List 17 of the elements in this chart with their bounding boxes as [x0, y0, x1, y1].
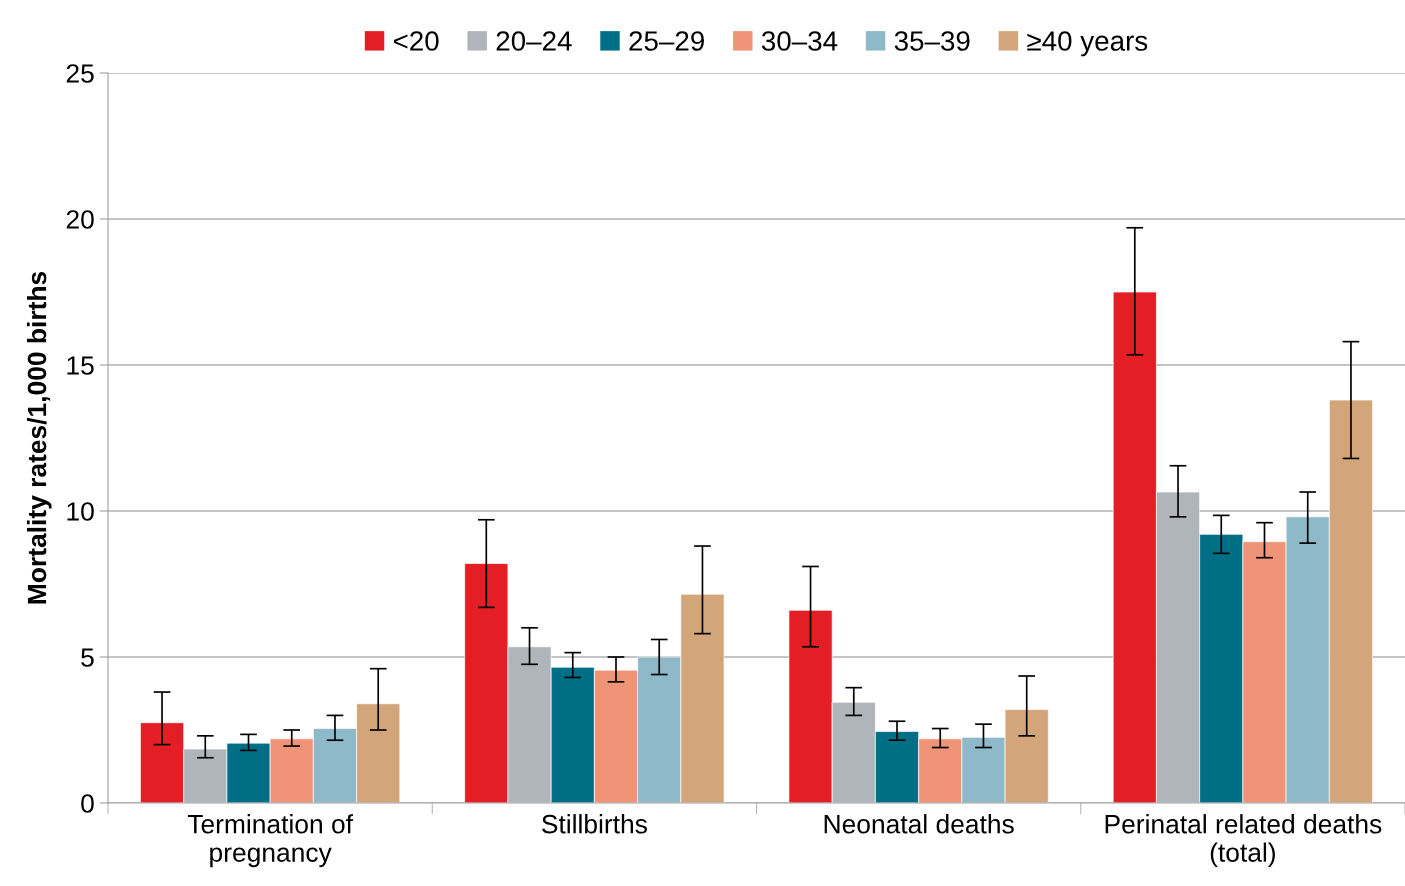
y-tick-label: 20 — [66, 210, 94, 229]
x-tick-label: Perinatal related deaths (total) — [1105, 814, 1382, 868]
legend-label: 35–39 — [894, 31, 970, 51]
legend-label: 25–29 — [629, 31, 704, 51]
y-tick-label: 10 — [67, 502, 94, 521]
legend-label: 30–34 — [761, 31, 838, 51]
legend-label: 20–24 — [496, 31, 572, 51]
y-tick-label: 25 — [66, 64, 94, 83]
x-tick-label: Stillbirths — [542, 814, 647, 834]
legend-label: ≥40 years — [1027, 31, 1148, 57]
x-tick-label: Neonatal deaths — [824, 814, 1014, 834]
legend-label: <20 — [393, 31, 439, 51]
y-tick-label: 5 — [81, 648, 94, 667]
y-tick-label: 0 — [81, 794, 94, 813]
y-tick-label: 15 — [67, 356, 94, 375]
y-axis-title: Mortality rates/1,000 births — [26, 271, 52, 604]
x-tick-label: Termination of pregnancy — [187, 814, 354, 868]
